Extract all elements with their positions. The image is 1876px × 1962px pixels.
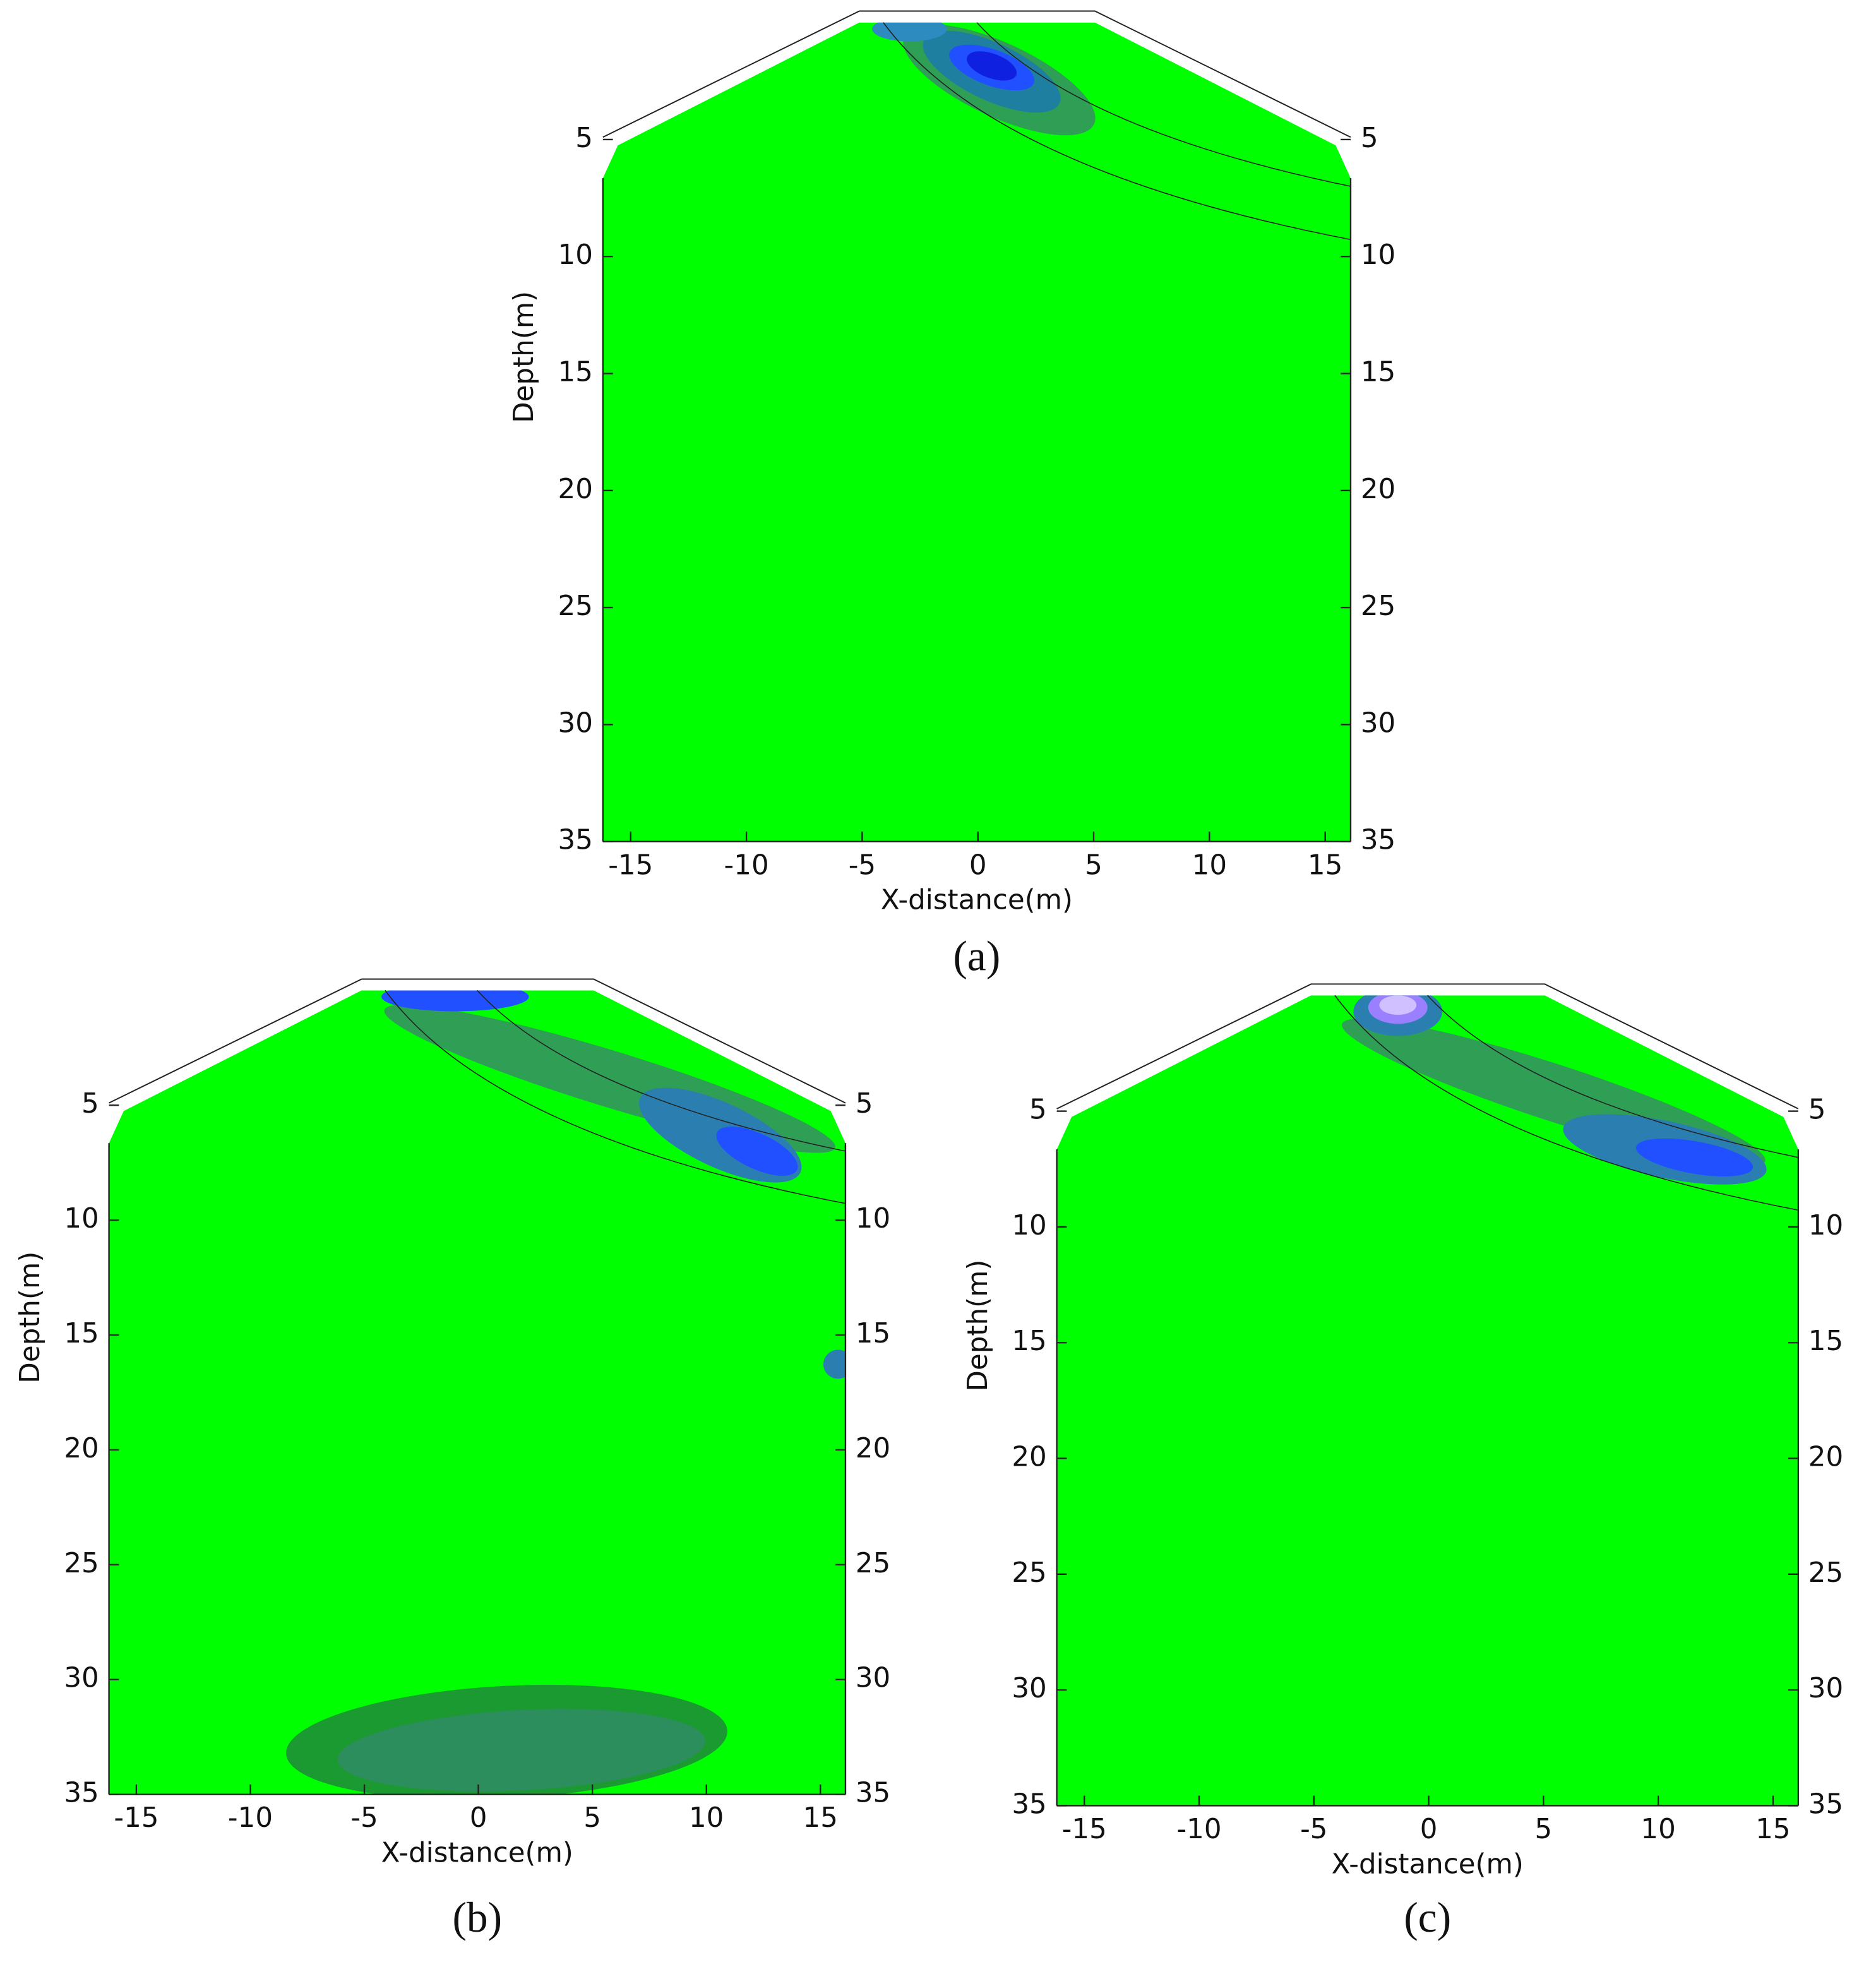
y2-tick-label: 25 [1361, 590, 1395, 622]
anomaly [1379, 995, 1417, 1015]
panel: -15 -10 -5 0 5 10 15 5 5 10 10 15 15 20 20 25 25 30 30 35 35… [15, 978, 890, 1941]
y-tick-label: 35 [558, 825, 593, 856]
section-outline [1056, 983, 1799, 1110]
x-tick-label: -15 [1062, 1814, 1107, 1845]
x-tick-label: 10 [1640, 1814, 1675, 1845]
x-tick-label: 15 [1755, 1814, 1790, 1845]
y-axis-label: Depth(m) [508, 291, 540, 423]
section-outline [109, 978, 846, 1104]
x-tick-label: -5 [1300, 1814, 1327, 1845]
anomaly [823, 1349, 845, 1379]
x-tick-label: -15 [608, 849, 653, 881]
y-tick-label: 15 [1012, 1325, 1046, 1357]
x-tick-label: 0 [1420, 1814, 1438, 1845]
y-tick-label: 5 [1029, 1094, 1047, 1126]
x-tick-label: -10 [1176, 1814, 1221, 1845]
y2-tick-label: 5 [1808, 1094, 1826, 1126]
background-field [602, 22, 1351, 842]
x-tick-label: 5 [1535, 1814, 1553, 1845]
arc [883, 22, 1351, 241]
anomaly [1635, 1138, 1754, 1176]
y-tick-label: 10 [1012, 1210, 1046, 1241]
y2-tick-label: 5 [856, 1088, 873, 1120]
arc [477, 990, 846, 1152]
y-tick-label: 20 [558, 474, 593, 505]
y2-tick-label: 15 [1361, 357, 1395, 388]
y2-tick-label: 35 [1361, 825, 1395, 856]
y-tick-label: 15 [558, 357, 593, 388]
y-tick-label: 30 [558, 707, 593, 739]
x-tick-label: 0 [470, 1802, 487, 1834]
y2-tick-label: 20 [856, 1433, 890, 1464]
y-tick-label: 35 [1012, 1788, 1046, 1820]
x-axis-label: X-distance(m) [1332, 1849, 1524, 1881]
y-axis-label: Depth(m) [15, 1252, 46, 1384]
panel-label: (c) [1404, 1894, 1451, 1941]
y-tick-label: 10 [64, 1203, 99, 1235]
x-axis-label: X-distance(m) [381, 1838, 573, 1869]
y-tick-label: 25 [558, 590, 593, 622]
x-tick-label: -5 [350, 1802, 378, 1834]
panel-label: (a) [953, 932, 1001, 979]
x-tick-label: 15 [1308, 849, 1342, 881]
panel: -15 -10 -5 0 5 10 15 5 5 10 10 15 15 20 20 25 25 30 30 35 35… [508, 10, 1395, 979]
x-axis-label: X-distance(m) [881, 885, 1073, 916]
x-tick-label: -10 [228, 1802, 273, 1834]
section-outline [602, 10, 1351, 138]
x-tick-label: -10 [724, 849, 769, 881]
y-tick-label: 30 [1012, 1673, 1046, 1704]
panel: -15 -10 -5 0 5 10 15 5 5 10 10 15 15 20 20 25 25 30 30 35 35… [962, 983, 1843, 1941]
arc [385, 990, 846, 1204]
x-tick-label: -5 [849, 849, 876, 881]
y2-tick-label: 5 [1361, 123, 1378, 154]
x-tick-label: 5 [1085, 849, 1102, 881]
field [109, 990, 845, 1795]
y2-tick-label: 15 [856, 1318, 890, 1349]
y2-tick-label: 20 [1361, 474, 1395, 505]
arc [976, 22, 1351, 187]
x-tick-label: 10 [689, 1802, 724, 1834]
panel-label: (b) [453, 1894, 503, 1941]
y-tick-label: 25 [64, 1548, 99, 1579]
y2-tick-label: 35 [856, 1778, 890, 1809]
y-tick-label: 30 [64, 1663, 99, 1694]
field [602, 22, 1351, 842]
y2-tick-label: 25 [1808, 1557, 1843, 1589]
field [1056, 995, 1798, 1806]
y2-tick-label: 30 [1808, 1673, 1843, 1704]
y-tick-label: 20 [1012, 1442, 1046, 1473]
x-tick-label: 15 [803, 1802, 838, 1834]
y2-tick-label: 30 [856, 1663, 890, 1694]
y2-tick-label: 35 [1808, 1788, 1843, 1820]
y-tick-label: 5 [81, 1088, 99, 1120]
x-tick-label: 10 [1192, 849, 1227, 881]
y-tick-label: 5 [575, 123, 593, 154]
arc [1427, 995, 1799, 1158]
anomaly [381, 990, 529, 1012]
y2-tick-label: 15 [1808, 1325, 1843, 1357]
y2-tick-label: 10 [1808, 1210, 1843, 1241]
anomaly [716, 1127, 798, 1176]
y-tick-label: 25 [1012, 1557, 1046, 1589]
anomaly [967, 51, 1017, 81]
arc [1334, 995, 1799, 1211]
x-tick-label: 0 [969, 849, 987, 881]
anomaly [872, 22, 947, 42]
y-axis-label: Depth(m) [962, 1260, 994, 1392]
x-tick-label: 5 [583, 1802, 601, 1834]
y2-tick-label: 25 [856, 1548, 890, 1579]
y-tick-label: 20 [64, 1433, 99, 1464]
x-tick-label: -15 [114, 1802, 158, 1834]
y2-tick-label: 20 [1808, 1442, 1843, 1473]
y2-tick-label: 10 [856, 1203, 890, 1235]
y-tick-label: 10 [558, 239, 593, 271]
y2-tick-label: 30 [1361, 707, 1395, 739]
y2-tick-label: 10 [1361, 239, 1395, 271]
anomaly [337, 1709, 705, 1792]
y-tick-label: 35 [64, 1778, 99, 1809]
y-tick-label: 15 [64, 1318, 99, 1349]
